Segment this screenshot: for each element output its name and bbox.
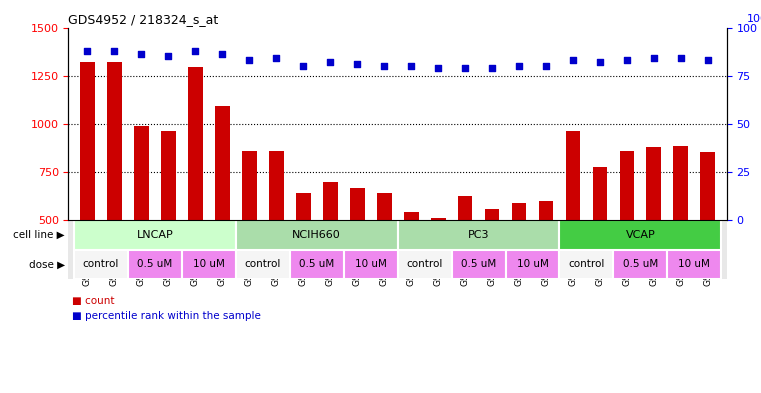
- Bar: [485, 209, 499, 220]
- Text: 0.5 uM: 0.5 uM: [622, 259, 658, 269]
- Bar: [290, 250, 344, 279]
- Bar: [431, 218, 445, 220]
- Point: [432, 65, 444, 71]
- Point: [567, 57, 579, 63]
- Bar: [700, 152, 715, 220]
- Point: [486, 65, 498, 71]
- Text: 10 uM: 10 uM: [355, 259, 387, 269]
- Text: ■ count: ■ count: [72, 296, 115, 306]
- Point: [244, 57, 256, 63]
- Point: [459, 65, 471, 71]
- Point: [216, 51, 228, 58]
- Bar: [559, 220, 721, 250]
- Text: ■ percentile rank within the sample: ■ percentile rank within the sample: [72, 311, 261, 321]
- Bar: [397, 220, 559, 250]
- Point: [297, 63, 309, 69]
- Bar: [296, 193, 310, 220]
- Text: PC3: PC3: [468, 230, 489, 240]
- Text: 10 uM: 10 uM: [517, 259, 549, 269]
- Text: 10 uM: 10 uM: [193, 259, 224, 269]
- Point: [162, 53, 174, 59]
- Text: 10 uM: 10 uM: [679, 259, 710, 269]
- Bar: [593, 167, 607, 220]
- Point: [405, 63, 417, 69]
- Bar: [377, 193, 392, 220]
- Bar: [403, 212, 419, 220]
- Text: control: control: [568, 259, 605, 269]
- Bar: [323, 182, 338, 220]
- Bar: [673, 146, 688, 220]
- Point: [270, 55, 282, 61]
- Text: dose ▶: dose ▶: [29, 259, 65, 270]
- Text: 0.5 uM: 0.5 uM: [461, 259, 496, 269]
- Text: 0.5 uM: 0.5 uM: [299, 259, 334, 269]
- Bar: [107, 62, 122, 220]
- Point: [594, 59, 606, 65]
- Point: [351, 61, 363, 67]
- Bar: [74, 220, 236, 250]
- Point: [621, 57, 633, 63]
- Bar: [397, 250, 451, 279]
- Text: cell line ▶: cell line ▶: [13, 230, 65, 240]
- Text: LNCAP: LNCAP: [136, 230, 174, 240]
- Point: [675, 55, 687, 61]
- Point: [540, 63, 552, 69]
- Point: [324, 59, 336, 65]
- Bar: [236, 250, 290, 279]
- Point: [378, 63, 390, 69]
- Point: [513, 63, 525, 69]
- Bar: [269, 151, 284, 220]
- Text: NCIH660: NCIH660: [292, 230, 341, 240]
- Bar: [613, 250, 667, 279]
- Text: control: control: [244, 259, 281, 269]
- Bar: [667, 250, 721, 279]
- Bar: [511, 203, 527, 220]
- Bar: [182, 250, 236, 279]
- Bar: [350, 188, 365, 220]
- Bar: [74, 250, 128, 279]
- Point: [108, 48, 120, 54]
- Bar: [457, 196, 473, 220]
- Text: VCAP: VCAP: [626, 230, 655, 240]
- Bar: [161, 132, 176, 220]
- Bar: [236, 220, 397, 250]
- Text: GDS4952 / 218324_s_at: GDS4952 / 218324_s_at: [68, 13, 218, 26]
- Point: [81, 48, 94, 54]
- Bar: [134, 126, 148, 220]
- Bar: [242, 151, 256, 220]
- Text: 0.5 uM: 0.5 uM: [137, 259, 173, 269]
- Bar: [344, 250, 397, 279]
- Point: [189, 48, 202, 54]
- Bar: [559, 250, 613, 279]
- Bar: [128, 250, 182, 279]
- Point: [135, 51, 148, 58]
- Bar: [215, 107, 230, 220]
- Text: control: control: [406, 259, 443, 269]
- Bar: [505, 250, 559, 279]
- Point: [702, 57, 714, 63]
- Bar: [647, 147, 661, 220]
- Bar: [451, 250, 505, 279]
- Point: [648, 55, 660, 61]
- Bar: [619, 151, 635, 220]
- Text: control: control: [83, 259, 119, 269]
- Bar: [80, 62, 95, 220]
- Bar: [188, 67, 202, 220]
- Bar: [565, 132, 581, 220]
- Bar: [539, 201, 553, 220]
- Y-axis label: 100%: 100%: [747, 14, 761, 24]
